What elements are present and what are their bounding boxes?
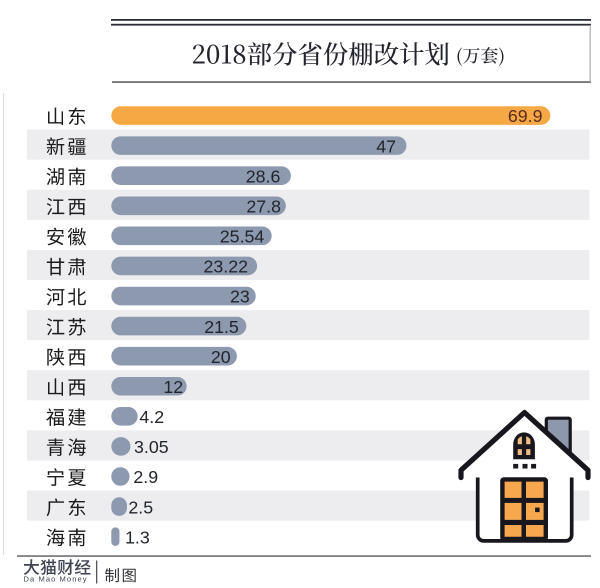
svg-text:47: 47 (376, 136, 396, 156)
svg-text:69.9: 69.9 (508, 106, 543, 126)
svg-text:2.5: 2.5 (128, 497, 153, 517)
svg-text:23.22: 23.22 (204, 257, 249, 277)
svg-text:21.5: 21.5 (204, 317, 239, 337)
svg-text:20: 20 (211, 347, 231, 367)
svg-text:3.05: 3.05 (134, 437, 169, 457)
svg-text:27.8: 27.8 (246, 196, 281, 216)
svg-text:1.3: 1.3 (125, 527, 150, 547)
svg-text:4.2: 4.2 (139, 407, 164, 427)
svg-text:25.54: 25.54 (220, 227, 265, 247)
svg-text:2.9: 2.9 (133, 467, 158, 487)
svg-text:28.6: 28.6 (246, 166, 281, 186)
svg-text:Da Mao Money: Da Mao Money (24, 575, 88, 584)
svg-text:23: 23 (230, 287, 250, 307)
svg-text:12: 12 (163, 377, 183, 397)
